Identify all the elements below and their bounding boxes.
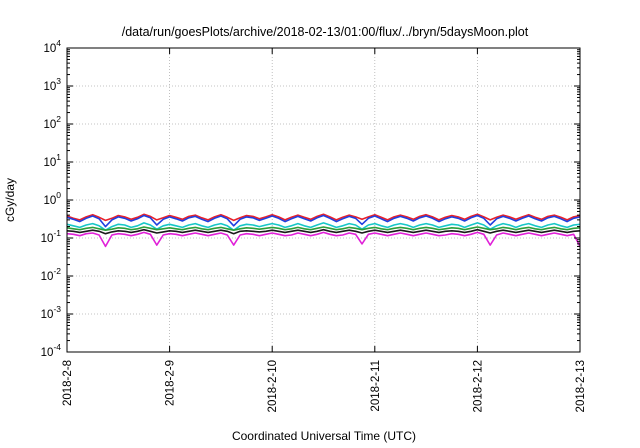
x-tick-labels: 2018-2-8 2018-2-9 2018-2-10 2018-2-11 2018-2… [62,360,587,412]
y-axis-label: cGy/day [3,178,17,222]
y-tick-label: 10-1 [41,228,62,245]
y-tick-label: 10-4 [41,342,62,359]
x-tick-label: 2018-2-13 [575,360,587,412]
ticks [66,47,581,353]
x-axis-label: Coordinated Universal Time (UTC) [232,429,416,443]
series-group [66,213,581,248]
series-line-5 [66,228,581,235]
series-line-4 [66,226,581,231]
y-tick-label: 103 [43,76,61,93]
y-tick-label: 100 [43,190,61,207]
grid [67,47,580,353]
y-tick-label: 10-3 [41,304,62,321]
x-tick-label: 2018-2-8 [62,360,74,406]
series-line-3 [66,222,581,231]
y-tick-label: 102 [43,114,61,131]
plot-frame [66,47,581,353]
series-line-2 [66,214,581,228]
x-tick-label: 2018-2-9 [165,360,177,406]
y-tick-labels: 10-4 10-3 10-2 10-1 100 101 102 103 104 [41,38,62,359]
series-line-1 [66,213,581,222]
x-tick-label: 2018-2-12 [472,360,484,412]
chart-title: /data/run/goesPlots/archive/2018-02-13/0… [122,25,529,39]
y-tick-label: 101 [43,152,61,169]
x-tick-label: 2018-2-10 [267,360,279,412]
y-tick-label: 104 [43,38,61,55]
series-line-6 [66,231,581,248]
y-tick-label: 10-2 [41,266,62,283]
x-tick-label: 2018-2-11 [370,360,382,412]
